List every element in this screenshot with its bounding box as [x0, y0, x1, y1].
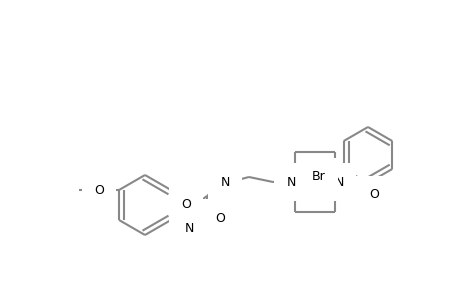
Text: N: N — [220, 176, 229, 188]
Text: O: O — [181, 197, 190, 211]
Text: N: N — [285, 176, 295, 188]
Text: Br: Br — [311, 170, 325, 184]
Text: O: O — [214, 212, 224, 224]
Text: O: O — [94, 184, 104, 196]
Text: O: O — [368, 188, 378, 202]
Text: N: N — [184, 221, 193, 235]
Text: N: N — [334, 176, 343, 188]
